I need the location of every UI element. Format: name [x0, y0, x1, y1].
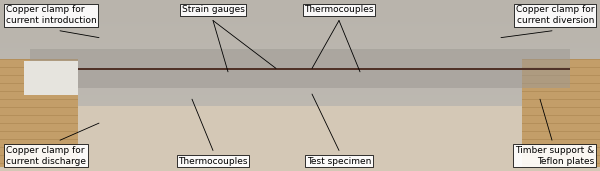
Text: Thermocouples: Thermocouples — [178, 157, 248, 166]
Text: Strain gauges: Strain gauges — [182, 5, 244, 14]
Text: Timber support &
Teflon plates: Timber support & Teflon plates — [515, 146, 594, 166]
Text: Thermocouples: Thermocouples — [304, 5, 374, 14]
Text: Test specimen: Test specimen — [307, 157, 371, 166]
Text: Copper clamp for
current discharge: Copper clamp for current discharge — [6, 146, 86, 166]
Text: Copper clamp for
current introduction: Copper clamp for current introduction — [6, 5, 97, 25]
Text: Copper clamp for
current diversion: Copper clamp for current diversion — [515, 5, 594, 25]
